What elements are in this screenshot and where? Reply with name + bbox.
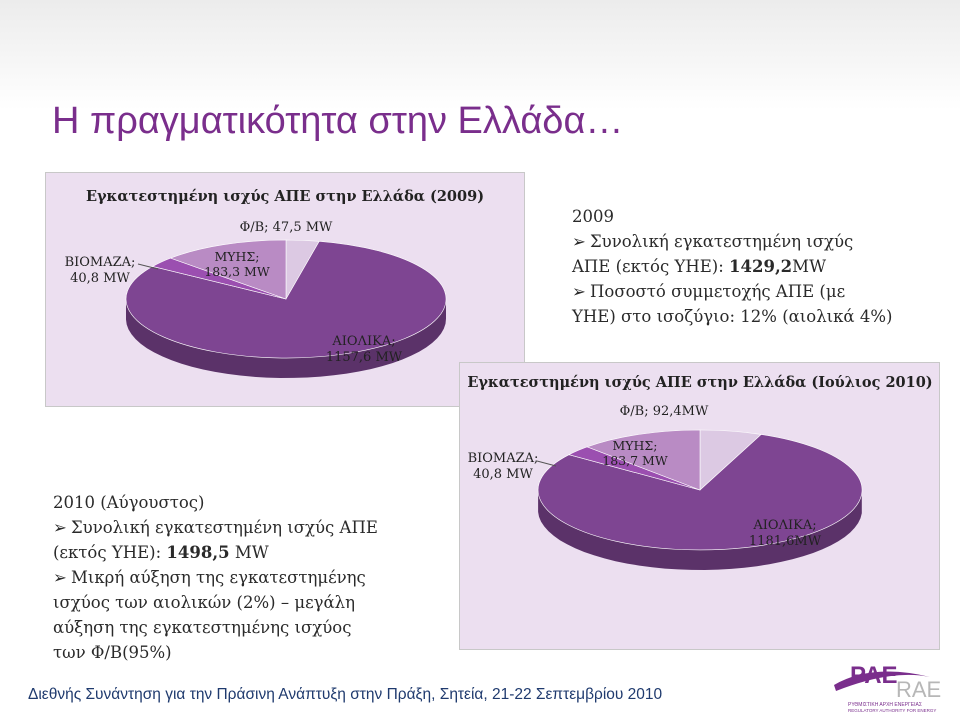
pie-chart-2010-svg: Εγκατεστημένη ισχύς ΑΠΕ στην Ελλάδα (Ιού… (467, 374, 933, 570)
bullet-growth: ➢ Μικρή αύξηση της εγκατεστημένης (53, 565, 378, 590)
leader-line-biomass (137, 263, 159, 270)
slice-label-wind: ΑΙΟΛΙΚΑ; (752, 518, 816, 533)
pie-slice-ΑΙΟΛΙΚΑ (125, 240, 447, 359)
slice-label-hydro: ΜΥΗΣ; (214, 249, 259, 264)
arrow-bullet-icon: ➢ (572, 282, 586, 301)
slice-label-biomass: ΒΙΟΜΑΖΑ; (468, 451, 539, 466)
bullet-total-capacity: ➢ Συνολική εγκατεστημένη ισχύς (572, 229, 892, 254)
bullet-total-capacity-value: ΑΠΕ (εκτός ΥΗΕ): 1429,2MW (572, 254, 892, 279)
summary-2009: 2009 ➢ Συνολική εγκατεστημένη ισχύς ΑΠΕ (… (572, 204, 892, 329)
bullet-growth-line2: ισχύος των αιολικών (2%) – μεγάλη (53, 593, 355, 612)
slice-value-biomass: 40,8 MW (473, 467, 533, 482)
pie-side-ΑΙΟΛΙΚΑ (126, 298, 446, 378)
leader-line-biomass (536, 460, 557, 467)
value-emphasis: 1429,2 (729, 257, 793, 276)
rae-logo: ΡΑΕ RAE ΡΥΘΜΙΣΤΙΚΗ ΑΡΧΗ ΕΝΕΡΓΕΙΑΣ REGULA… (834, 662, 941, 713)
pie-chart-2009: Εγκατεστημένη ισχύς ΑΠΕ στην Ελλάδα (200… (45, 172, 525, 407)
summary-2010: 2010 (Αύγουστος) ➢ Συνολική εγκατεστημένη… (53, 490, 378, 665)
slice-label-wind: ΑΙΟΛΙΚΑ; (331, 334, 395, 349)
bullet-text: Συνολική εγκατεστημένη ισχύς (590, 232, 854, 251)
bullet-share-line2: ΥΗΕ) στο ισοζύγιο: 12% (αιολικά 4%) (572, 307, 893, 326)
bullet-total-capacity: ➢ Συνολική εγκατεστημένη ισχύς ΑΠΕ (53, 515, 378, 540)
page-title: Η πραγματικότητα στην Ελλάδα… (52, 100, 624, 142)
slide-header-background (0, 0, 960, 110)
bullet-growth-line3: αύξηση της εγκατεστημένης ισχύος (53, 618, 352, 637)
logo-tagline-en: REGULATORY AUTHORITY FOR ENERGY (848, 708, 936, 713)
bullet-total-capacity-value: (εκτός ΥΗΕ): 1498,5 MW (53, 540, 378, 565)
slice-value-hydro: 183,7 MW (602, 453, 668, 468)
unit-text: MW (792, 257, 827, 276)
pie-side-ΑΙΟΛΙΚΑ (538, 491, 862, 570)
pie-slice-ΜΥΗΣ (586, 429, 701, 491)
slice-value-hydro: 183,3 MW (204, 264, 270, 279)
slice-label-hydro: ΜΥΗΣ; (612, 438, 657, 453)
year-heading: 2010 (Αύγουστος) (53, 493, 205, 512)
slice-label-pv: Φ/Β; 47,5 MW (240, 220, 333, 235)
footer-text: Διεθνής Συνάντηση για την Πράσινη Ανάπτυ… (28, 686, 663, 703)
pie-slice-ΜΥΗΣ (169, 239, 287, 300)
slice-label-biomass: ΒΙΟΜΑΖΑ; (65, 255, 136, 270)
bullet-text: Συνολική εγκατεστημένη ισχύς ΑΠΕ (71, 518, 378, 537)
slice-value-biomass: 40,8 MW (70, 271, 130, 286)
bullet-share: ➢ Ποσοστό συμμετοχής ΑΠΕ (με (572, 279, 892, 304)
pie-group (537, 429, 863, 570)
slice-value-wind: 1181,6MW (749, 534, 822, 549)
pie-group (125, 239, 447, 378)
unit-text: MW (229, 543, 269, 562)
logo-primary-text: ΡΑΕ (850, 662, 898, 689)
chart-title: Εγκατεστημένη ισχύς ΑΠΕ στην Ελλάδα (200… (86, 188, 484, 205)
slice-label-pv: Φ/Β; 92,4MW (620, 404, 709, 419)
logo-secondary-text: RAE (896, 677, 941, 702)
slice-value-wind: 1157,6 MW (326, 350, 403, 365)
logo-tagline: ΡΥΘΜΙΣΤΙΚΗ ΑΡΧΗ ΕΝΕΡΓΕΙΑΣ (848, 702, 922, 708)
bullet-text: Μικρή αύξηση της εγκατεστημένης (71, 568, 366, 587)
arrow-bullet-icon: ➢ (53, 568, 67, 587)
pie-slice-ΑΙΟΛΙΚΑ (537, 434, 863, 551)
bullet-text: ΑΠΕ (εκτός ΥΗΕ): (572, 257, 730, 276)
pie-chart-2010: Εγκατεστημένη ισχύς ΑΠΕ στην Ελλάδα (Ιού… (459, 362, 940, 650)
bullet-text: Ποσοστό συμμετοχής ΑΠΕ (με (590, 282, 846, 301)
arrow-bullet-icon: ➢ (572, 232, 586, 251)
value-emphasis: 1498,5 (166, 543, 230, 562)
bullet-growth-line4: των Φ/Β(95%) (53, 643, 172, 662)
arrow-bullet-icon: ➢ (53, 518, 67, 537)
year-heading: 2009 (572, 207, 614, 226)
logo-swoosh (834, 671, 930, 691)
bullet-text: (εκτός ΥΗΕ): (53, 543, 167, 562)
chart-title: Εγκατεστημένη ισχύς ΑΠΕ στην Ελλάδα (Ιού… (467, 374, 932, 391)
pie-chart-2009-svg: Εγκατεστημένη ισχύς ΑΠΕ στην Ελλάδα (200… (65, 188, 484, 378)
